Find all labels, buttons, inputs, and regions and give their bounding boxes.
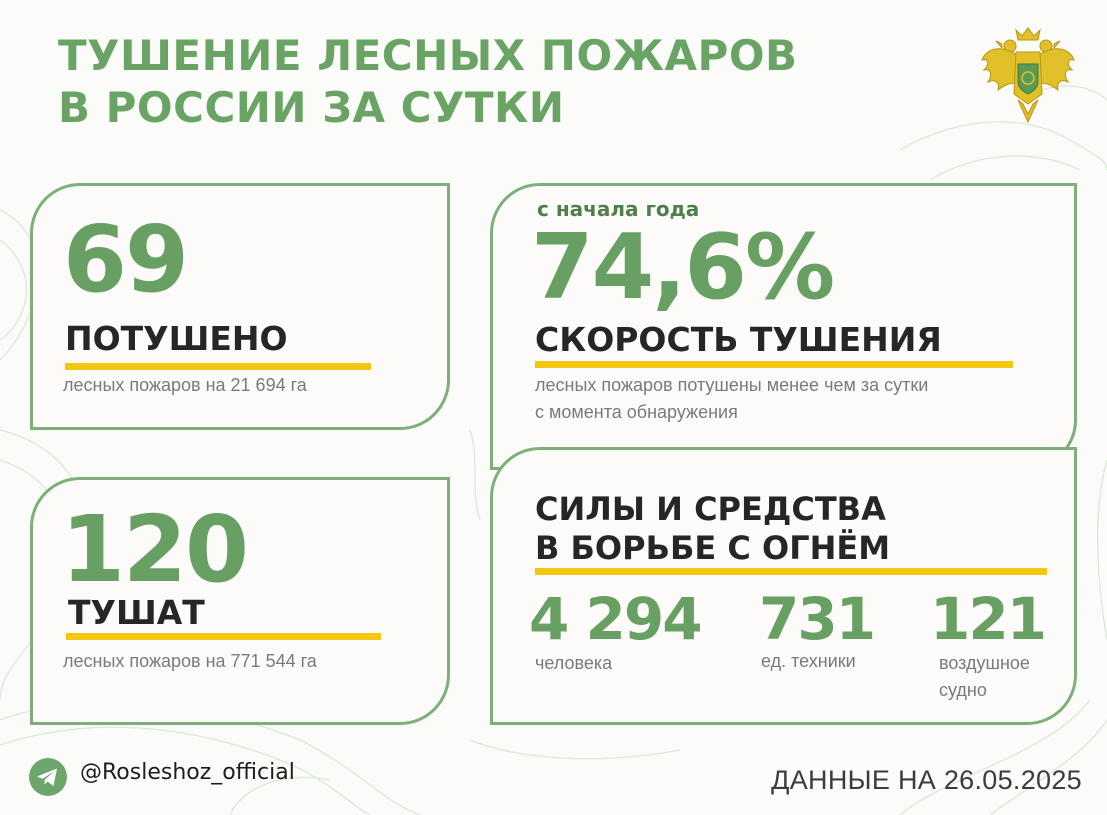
forces-vehicles-label: ед. техники [761, 651, 856, 671]
forces-aircraft-value: 121 [930, 585, 1047, 653]
forces-vehicles-value: 731 [759, 585, 876, 653]
extinguished-card: 69 ПОТУШЕНО лесных пожаров на 21 694 га [30, 183, 450, 430]
ongoing-label: ТУШАТ [68, 593, 205, 632]
extinguished-note: лесных пожаров на 21 694 га [63, 375, 307, 395]
extinguished-label: ПОТУШЕНО [65, 319, 288, 358]
title-line-2: В РОССИИ ЗА СУТКИ [58, 83, 565, 132]
title-line-1: ТУШЕНИЕ ЛЕСНЫХ ПОЖАРОВ [58, 31, 798, 80]
forces-card: СИЛЫ И СРЕДСТВА В БОРЬБЕ С ОГНЁМ 4 294 ч… [490, 447, 1077, 725]
social-handle-link[interactable]: @Rosleshoz_official [80, 760, 295, 785]
page-title: ТУШЕНИЕ ЛЕСНЫХ ПОЖАРОВ В РОССИИ ЗА СУТКИ [58, 30, 798, 134]
speed-caption: с начала года [537, 197, 700, 221]
speed-value: 74,6% [531, 215, 835, 320]
ongoing-underline [66, 633, 381, 640]
speed-note-line-2: с момента обнаружения [535, 402, 738, 422]
extinguished-underline [65, 363, 371, 370]
forces-underline [535, 568, 1047, 575]
telegram-icon[interactable] [28, 757, 68, 797]
ongoing-value: 120 [61, 496, 249, 603]
extinguished-value: 69 [63, 206, 189, 313]
ongoing-note: лесных пожаров на 771 544 га [63, 651, 317, 671]
double-headed-eagle-emblem [981, 27, 1075, 124]
ongoing-card: 120 ТУШАТ лесных пожаров на 771 544 га [30, 477, 450, 725]
forces-people-label: человека [535, 653, 613, 673]
forces-title-line-2: В БОРЬБЕ С ОГНЁМ [535, 529, 891, 567]
speed-card: с начала года 74,6% СКОРОСТЬ ТУШЕНИЯ лес… [490, 183, 1077, 470]
data-date: ДАННЫЕ НА 26.05.2025 [771, 765, 1082, 795]
speed-note-line-1: лесных пожаров потушены менее чем за сут… [535, 375, 929, 395]
speed-label: СКОРОСТЬ ТУШЕНИЯ [535, 320, 942, 359]
forces-aircraft-label-line-2: судно [939, 680, 987, 700]
forces-people-value: 4 294 [529, 585, 703, 653]
speed-underline [535, 361, 1013, 368]
forces-title-line-1: СИЛЫ И СРЕДСТВА [535, 490, 886, 528]
forces-aircraft-label-line-1: воздушное [939, 653, 1030, 673]
